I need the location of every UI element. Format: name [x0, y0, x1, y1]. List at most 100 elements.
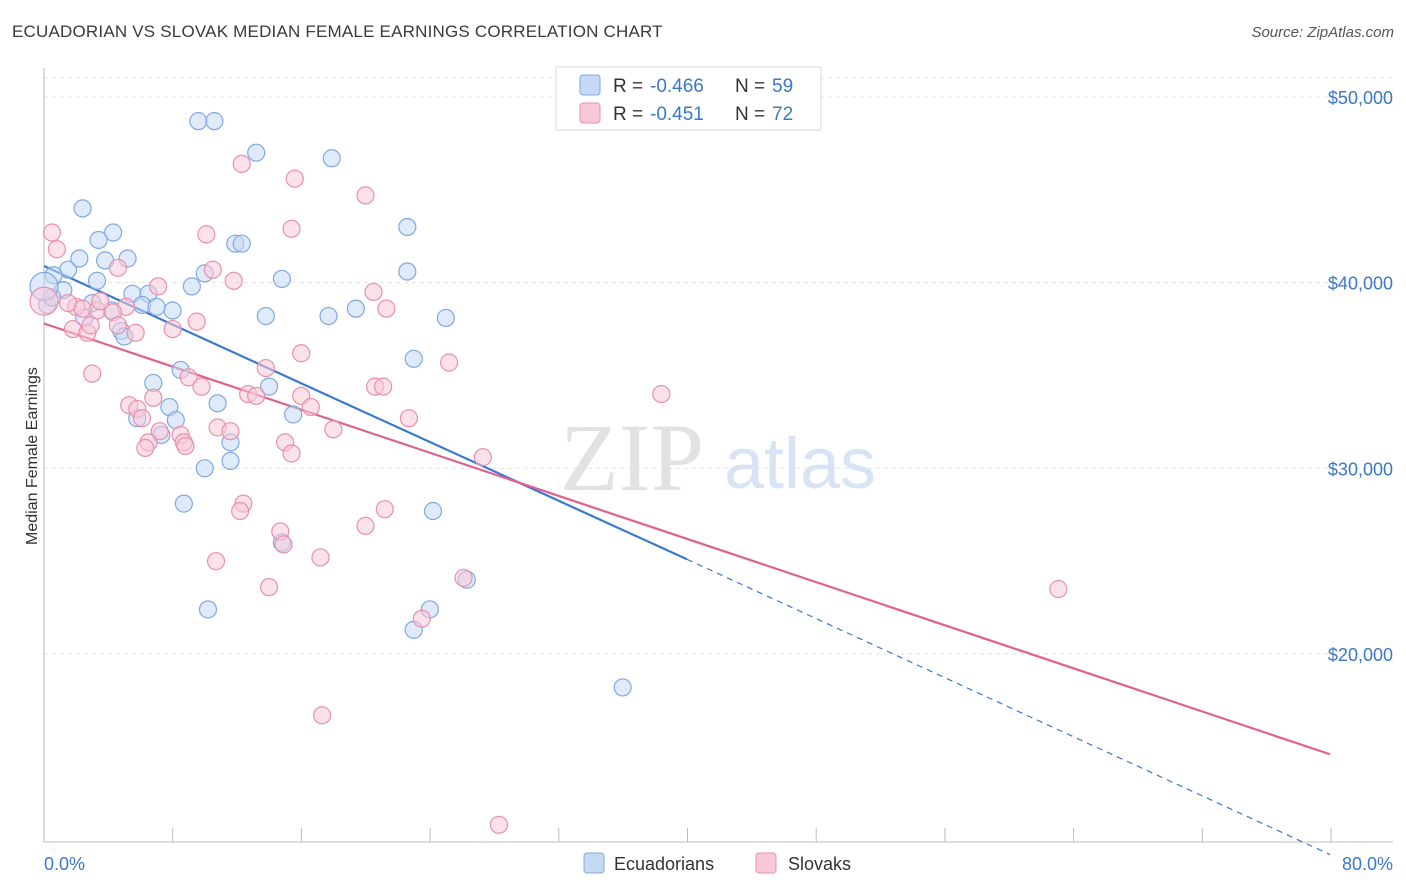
- watermark: ZIP atlas: [560, 404, 876, 511]
- y-axis-title: Median Female Earnings: [24, 367, 41, 545]
- point-slovaks-0: [232, 154, 251, 173]
- y-tick-label-2: $40,000: [1328, 274, 1393, 294]
- point-ecuadorians-28: [163, 301, 182, 320]
- point-slovaks-45: [324, 420, 343, 439]
- point-slovaks-40: [132, 409, 152, 428]
- trend-line-ecuadorians: [43, 264, 688, 561]
- point-ecuadorians-30: [319, 306, 338, 326]
- y-tick-label-0: $20,000: [1328, 645, 1393, 665]
- x-tick-label-max: 80.0%: [1342, 854, 1393, 874]
- legend-swatch-ecuadorians: [579, 74, 601, 96]
- point-slovaks-9: [108, 258, 128, 277]
- point-slovaks-52: [282, 444, 301, 463]
- watermark-atlas: atlas: [724, 424, 876, 504]
- chart-source: Source: ZipAtlas.com: [1251, 24, 1394, 41]
- point-ecuadorians-0: [189, 112, 208, 131]
- point-slovaks-7: [203, 260, 222, 279]
- point-slovaks-70: [81, 316, 100, 335]
- point-slovaks-2: [356, 186, 375, 205]
- point-slovaks-53: [473, 448, 492, 467]
- legend-n-value-0: 59: [772, 76, 793, 97]
- point-ecuadorians-5: [104, 223, 123, 242]
- legend-n-label-1: N =: [735, 104, 765, 125]
- point-slovaks-8: [224, 271, 243, 290]
- point-slovaks-66: [312, 706, 332, 725]
- point-slovaks-60: [311, 548, 330, 567]
- point-ecuadorians-50: [174, 494, 193, 513]
- point-ecuadorians-49: [221, 451, 240, 471]
- point-ecuadorians-2: [247, 143, 266, 162]
- point-slovaks-18: [187, 312, 206, 331]
- point-ecuadorians-3: [322, 149, 341, 168]
- point-slovaks-69: [91, 292, 110, 311]
- point-ecuadorians-40: [259, 377, 279, 396]
- point-ecuadorians-8: [232, 234, 251, 253]
- point-slovaks-27: [83, 364, 102, 383]
- point-slovaks-44: [221, 422, 240, 441]
- point-ecuadorians-37: [404, 349, 423, 368]
- point-slovaks-63: [454, 568, 473, 587]
- point-ecuadorians-13: [398, 262, 417, 281]
- point-slovaks-42: [150, 422, 169, 441]
- point-slovaks-41: [399, 409, 419, 428]
- point-slovaks-71: [73, 299, 92, 318]
- point-slovaks-28: [179, 368, 198, 387]
- point-ecuadorians-18: [87, 271, 107, 290]
- point-slovaks-67: [489, 815, 509, 834]
- point-slovaks-61: [206, 552, 226, 571]
- data-points: [29, 112, 1068, 834]
- y-tick-labels: $20,000 $30,000 $40,000 $50,000: [1328, 88, 1393, 665]
- x-tick-label-min: 0.0%: [44, 854, 85, 874]
- point-slovaks-50: [176, 436, 195, 456]
- point-slovaks-25: [439, 353, 459, 372]
- point-ecuadorians-9: [398, 217, 417, 237]
- point-slovaks-6: [47, 240, 66, 259]
- point-slovaks-5: [197, 225, 216, 244]
- point-ecuadorians-4: [73, 199, 92, 218]
- point-ecuadorians-27: [147, 297, 166, 316]
- point-slovaks-24: [292, 344, 311, 363]
- legend-r-value-1: -0.451: [650, 104, 704, 125]
- point-slovaks-65: [1049, 579, 1068, 599]
- point-slovaks-19: [108, 316, 128, 335]
- point-ecuadorians-22: [182, 277, 201, 296]
- legend: R = -0.466 N = 59 R = -0.451 N = 72: [555, 66, 822, 131]
- point-slovaks-3: [42, 223, 62, 242]
- point-slovaks-68: [29, 286, 59, 316]
- point-ecuadorians-48: [195, 459, 214, 478]
- point-slovaks-57: [356, 516, 375, 535]
- point-slovaks-1: [285, 169, 304, 188]
- point-slovaks-55: [231, 501, 250, 521]
- point-slovaks-15: [377, 299, 396, 318]
- legend-n-value-1: 72: [772, 104, 793, 125]
- axes: [43, 68, 1393, 843]
- point-ecuadorians-54: [198, 600, 218, 619]
- y-tick-label-1: $30,000: [1328, 459, 1393, 479]
- point-slovaks-64: [412, 609, 431, 628]
- point-slovaks-33: [247, 386, 266, 406]
- point-ecuadorians-45: [284, 405, 303, 424]
- point-slovaks-59: [274, 535, 293, 554]
- point-slovaks-30: [374, 377, 393, 396]
- bottom-legend: Ecuadorians Slovaks: [583, 852, 851, 874]
- point-slovaks-4: [282, 219, 301, 238]
- legend-r-label-0: R =: [613, 76, 643, 97]
- point-slovaks-23: [163, 319, 182, 339]
- point-ecuadorians-6: [89, 230, 108, 250]
- legend-swatch-slovaks: [579, 102, 601, 124]
- point-ecuadorians-51: [423, 501, 443, 521]
- point-slovaks-51: [136, 438, 155, 458]
- point-ecuadorians-17: [272, 269, 292, 289]
- point-ecuadorians-1: [205, 112, 224, 131]
- point-slovaks-39: [301, 397, 320, 417]
- point-slovaks-10: [149, 277, 168, 296]
- point-slovaks-31: [192, 377, 211, 396]
- bottom-legend-label-slovaks: Slovaks: [788, 854, 851, 874]
- trend-line-slovaks: [43, 322, 1331, 756]
- point-slovaks-26: [256, 358, 275, 378]
- point-ecuadorians-29: [256, 306, 275, 326]
- bottom-legend-swatch-slovaks: [755, 852, 777, 874]
- point-slovaks-11: [364, 282, 383, 302]
- legend-r-value-0: -0.466: [650, 76, 704, 97]
- point-ecuadorians-15: [70, 249, 89, 268]
